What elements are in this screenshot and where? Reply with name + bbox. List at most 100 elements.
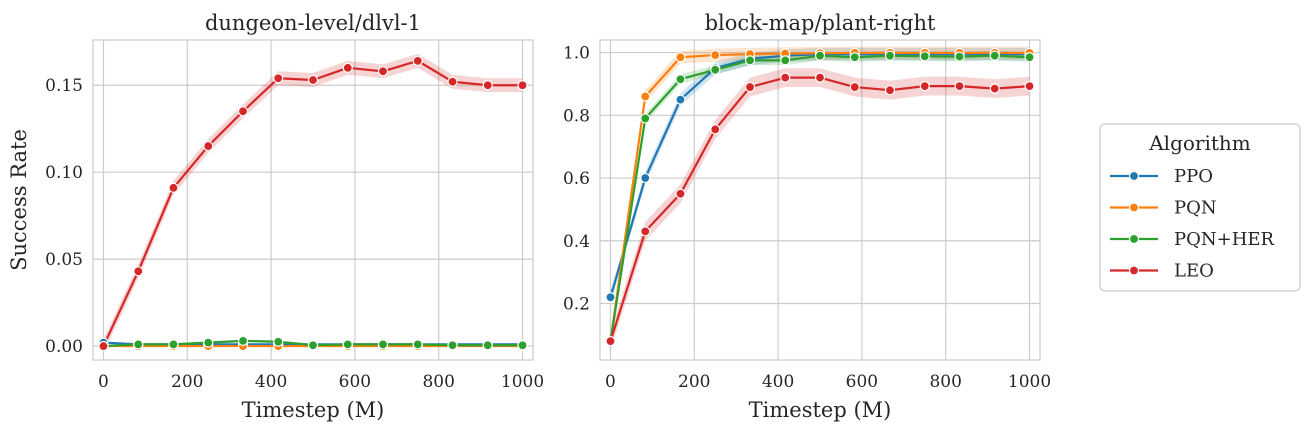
point-leo [342, 62, 353, 73]
point-pqn-her [640, 113, 651, 124]
point-pqn-her [710, 64, 721, 75]
point-leo [675, 188, 686, 199]
point-leo [168, 182, 179, 193]
point-pqn-her [884, 50, 896, 61]
point-pqn-her [412, 339, 423, 350]
point-leo [954, 81, 965, 92]
y-axis-label: Success Rate [7, 129, 31, 271]
point-pqn-her [307, 340, 319, 351]
x-tick-label: 600 [339, 372, 371, 392]
chart-title: block-map/plant-right [705, 11, 936, 35]
point-leo [482, 80, 493, 91]
y-tick-labels: 0.2 0.4 0.6 0.8 1.0 [563, 44, 590, 315]
point-pqn-her [814, 50, 826, 61]
y-tick-label: 1.0 [563, 44, 590, 64]
point-leo [989, 83, 1000, 94]
x-tick-label: 800 [422, 372, 454, 392]
y-tick-label: 0.8 [563, 106, 590, 126]
point-leo [849, 81, 860, 93]
y-tick-label: 0.6 [563, 169, 590, 189]
y-tick-label: 0.00 [45, 337, 83, 357]
y-tick-label: 0.15 [45, 76, 83, 96]
x-tick-label: 1000 [501, 372, 544, 392]
point-pqn [640, 91, 651, 102]
x-tick-label: 1000 [1008, 372, 1051, 392]
point-leo [919, 81, 930, 92]
point-leo [814, 72, 826, 83]
legend-marker-leo [1128, 265, 1140, 276]
point-leo [605, 336, 616, 347]
point-pqn-her [482, 340, 493, 351]
point-pqn [675, 52, 686, 63]
series-markers [98, 55, 528, 352]
point-leo [377, 66, 389, 77]
legend-label-leo: LEO [1174, 261, 1214, 282]
point-pqn-her [675, 74, 686, 85]
legend-marker-ppo [1128, 170, 1140, 182]
point-pqn-her [273, 336, 284, 347]
x-tick-label: 200 [678, 372, 710, 392]
point-pqn-her [780, 55, 791, 66]
y-tick-label: 0.05 [45, 250, 83, 270]
point-pqn-her [237, 335, 249, 346]
point-leo [447, 76, 458, 87]
y-tick-label: 0.4 [563, 232, 590, 252]
point-pqn-her [377, 339, 389, 350]
x-tick-label: 0 [605, 372, 616, 392]
legend-label-ppo: PPO [1174, 166, 1213, 187]
series-markers [605, 47, 1035, 347]
point-pqn-her [954, 51, 965, 62]
x-tick-label: 0 [98, 372, 109, 392]
chart-title: dungeon-level/dlvl-1 [205, 11, 421, 35]
point-leo [744, 81, 756, 93]
point-leo [640, 226, 651, 237]
point-leo [307, 74, 319, 86]
point-pqn-her [133, 339, 144, 350]
point-leo [203, 140, 214, 152]
grid [600, 40, 1040, 360]
point-pqn-her [168, 339, 179, 350]
point-leo [133, 266, 144, 277]
x-tick-labels: 0 200 400 600 800 1000 [98, 372, 544, 392]
point-pqn-her [517, 340, 528, 351]
plot-area [92, 39, 534, 361]
x-axis-label: Timestep (M) [242, 398, 385, 422]
legend-marker-pqn [1128, 202, 1140, 213]
point-pqn-her [989, 50, 1000, 61]
point-leo [273, 73, 284, 84]
point-pqn [710, 49, 721, 61]
point-ppo [675, 94, 686, 105]
point-pqn-her [849, 52, 860, 63]
legend-marker-pqn-her [1128, 233, 1140, 245]
legend-label-pqn-her: PQN+HER [1174, 229, 1275, 250]
point-leo [237, 106, 249, 117]
x-tick-label: 400 [762, 372, 794, 392]
chart-panel-dungeon-level: 0 200 400 600 800 1000 0.00 0.05 0.10 0.15 dunge… [7, 11, 544, 422]
legend: Algorithm PPO PQN PQN+HER LEO [1099, 123, 1301, 292]
legend-title: Algorithm [1148, 131, 1251, 155]
point-leo [1024, 81, 1035, 92]
point-ppo [640, 172, 651, 184]
chart-panel-block-map: 0 200 400 600 800 1000 0.2 0.4 0.6 0.8 1.0 block-… [563, 11, 1051, 422]
point-pqn-her [203, 337, 214, 348]
confidence-bands [610, 46, 1030, 351]
point-leo [517, 80, 528, 91]
legend-items: PPO PQN PQN+HER LEO [1110, 166, 1275, 282]
point-pqn-her [744, 55, 756, 66]
band-leo [610, 68, 1030, 351]
point-leo [412, 55, 423, 66]
x-tick-label: 800 [929, 372, 961, 392]
y-tick-labels: 0.00 0.05 0.10 0.15 [45, 76, 83, 357]
point-pqn-her [447, 340, 458, 351]
x-tick-labels: 0 200 400 600 800 1000 [605, 372, 1051, 392]
point-leo [780, 72, 791, 83]
point-leo [884, 85, 896, 96]
point-pqn-her [1024, 52, 1035, 63]
point-leo [710, 124, 721, 135]
x-tick-label: 600 [846, 372, 878, 392]
y-tick-label: 0.10 [45, 163, 83, 183]
x-tick-label: 200 [171, 372, 203, 392]
point-ppo [605, 292, 616, 303]
point-pqn-her [919, 51, 930, 62]
